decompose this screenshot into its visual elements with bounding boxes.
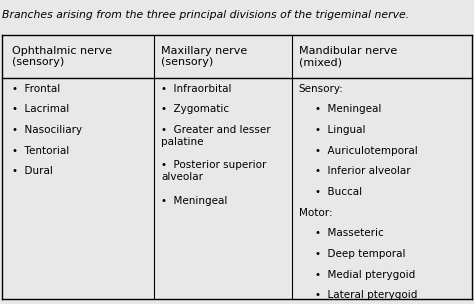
Text: Mandibular nerve
(mixed): Mandibular nerve (mixed) — [299, 46, 397, 67]
Text: •  Deep temporal: • Deep temporal — [315, 249, 406, 259]
Text: •  Meningeal: • Meningeal — [315, 104, 382, 114]
Text: •  Greater and lesser
palatine: • Greater and lesser palatine — [161, 125, 271, 147]
Text: •  Masseteric: • Masseteric — [315, 228, 384, 238]
Text: •  Lacrimal: • Lacrimal — [12, 104, 69, 114]
Text: •  Infraorbital: • Infraorbital — [161, 84, 232, 94]
Text: •  Tentorial: • Tentorial — [12, 146, 69, 156]
Text: •  Nasociliary: • Nasociliary — [12, 125, 82, 135]
Text: Ophthalmic nerve
(sensory): Ophthalmic nerve (sensory) — [12, 46, 112, 67]
Text: Motor:: Motor: — [299, 208, 332, 218]
Text: •  Medial pterygoid: • Medial pterygoid — [315, 270, 415, 280]
Text: •  Lingual: • Lingual — [315, 125, 366, 135]
Text: •  Zygomatic: • Zygomatic — [161, 104, 229, 114]
Text: •  Dural: • Dural — [12, 166, 53, 176]
Text: •  Lateral pterygoid: • Lateral pterygoid — [315, 290, 418, 300]
Text: Maxillary nerve
(sensory): Maxillary nerve (sensory) — [161, 46, 247, 67]
Text: Sensory:: Sensory: — [299, 84, 344, 94]
Text: •  Inferior alveolar: • Inferior alveolar — [315, 166, 411, 176]
Text: •  Buccal: • Buccal — [315, 187, 362, 197]
Text: Branches arising from the three principal divisions of the trigeminal nerve.: Branches arising from the three principa… — [2, 10, 410, 20]
Text: •  Frontal: • Frontal — [12, 84, 60, 94]
Text: •  Auriculotemporal: • Auriculotemporal — [315, 146, 418, 156]
Text: •  Posterior superior
alveolar: • Posterior superior alveolar — [161, 161, 266, 182]
Text: •  Meningeal: • Meningeal — [161, 196, 228, 206]
